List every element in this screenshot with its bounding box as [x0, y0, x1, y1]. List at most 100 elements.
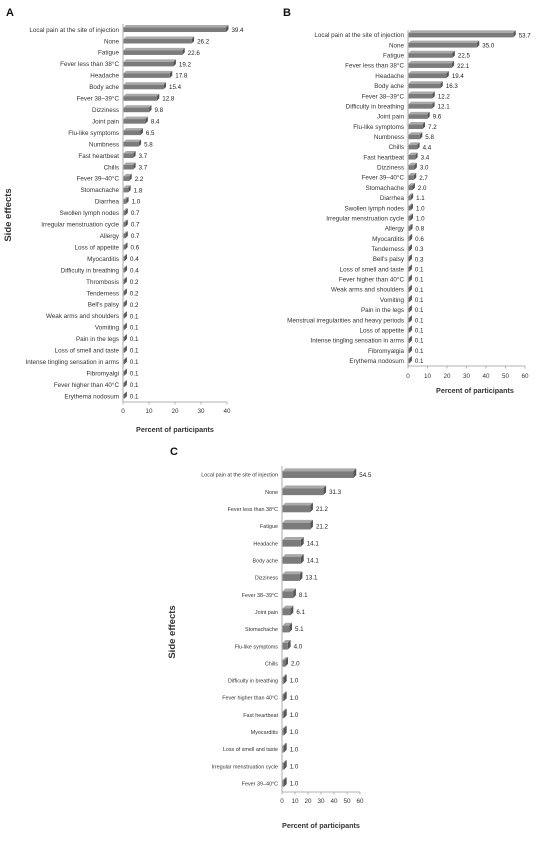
panel-c-value-label: 31.3	[329, 489, 342, 496]
panel-b-category-label: Dizziness	[377, 165, 404, 172]
panel-a-bar-dizziness-side	[149, 105, 152, 113]
panel-c-category-label: Fever 38–39°C	[242, 593, 278, 599]
panel-a-letter: A	[6, 7, 14, 19]
panel-a-bar-joint-pain-front	[123, 119, 146, 124]
panel-c-bar-dizziness-side	[299, 571, 303, 581]
panel-b-value-label: 0.1	[415, 297, 424, 304]
panel-a-x-tick-label: 10	[145, 408, 153, 415]
panel-a-x-tick-label: 40	[223, 408, 231, 415]
panel-b-bar-local-pain-at-the-site-of-injection-side	[513, 30, 516, 38]
panel-a-bar-myocarditis-front	[123, 256, 125, 262]
panel-a-category-label: Joint pain	[92, 118, 119, 125]
panel-a-bar-tenderness	[123, 288, 127, 296]
panel-a-bar-intense-tingling-sensation-in-arms-side	[124, 357, 127, 365]
panel-a-bar-fatigue-side	[182, 47, 185, 55]
panel-c-bar-chills-top	[282, 657, 288, 660]
panel-a-category-label: Myocarditis	[87, 256, 119, 263]
panel-a-bar-tenderness-top	[123, 288, 127, 291]
panel-a-bar-pain-in-the-legs-side	[124, 334, 127, 342]
panel-b-bar-pain-in-the-legs-front	[408, 307, 410, 313]
panel-a-bar-thrombosis-top	[123, 277, 127, 280]
panel-b-bar-dizziness-side	[414, 162, 417, 170]
panel-a-value-label: 0.4	[130, 256, 139, 263]
panel-c-category-label: Myocarditis	[251, 730, 279, 736]
panel-a-bar-flu-like-symptoms-front	[123, 130, 141, 136]
panel-b-category-label: Vomiting	[380, 297, 405, 304]
panel-c-value-label: 1.0	[290, 763, 299, 770]
panel-a-category-label: Fever 39–40°C	[77, 175, 120, 183]
panel-a-bar-bell-s-palsy	[123, 299, 127, 307]
panel-a-bar-fever-38-39-c	[123, 93, 160, 101]
panel-b-bar-diarrhea-side	[410, 193, 414, 201]
panel-b-bar-stomachache	[408, 183, 415, 191]
panel-b-bar-numbness-top	[408, 132, 423, 135]
panel-a-category-label: Fibromyalgi	[86, 370, 119, 377]
panel-b-bar-menstrual-irregularities-and-heavy-periods-front	[408, 317, 410, 323]
panel-c-x-tick-label: 40	[330, 798, 338, 805]
panel-b-value-label: 1.0	[416, 205, 425, 212]
panel-c-bar-flu-like-symptoms	[282, 639, 291, 650]
panel-c-bar-myocarditis-side	[283, 725, 287, 736]
panel-c-bar-local-pain-at-the-site-of-injection-front	[282, 471, 354, 478]
panel-a-bar-loss-of-appetite-side	[125, 242, 128, 250]
panel-b-bar-body-ache	[408, 81, 443, 89]
panel-a-bar-bell-s-palsy-side	[124, 299, 127, 307]
panel-c-bar-headache-top	[282, 537, 304, 540]
panel-b-bar-bell-s-palsy-front	[408, 256, 410, 262]
panel-a-bar-swollen-lymph-nodes	[123, 208, 128, 216]
panel-b-bar-body-ache-side	[440, 81, 443, 89]
panel-a-bar-allergy	[123, 231, 128, 239]
panel-c-bar-fever-38-39-c	[282, 588, 296, 599]
panel-b-value-label: 0.3	[415, 256, 424, 263]
panel-a-value-label: 3.7	[139, 164, 148, 171]
panel-c-x-tick-label: 50	[343, 798, 351, 805]
panel-a-bar-stomachache-top	[123, 185, 131, 188]
panel-c-category-label: Body ache	[253, 558, 278, 564]
panel-c-bar-headache-front	[282, 539, 301, 547]
panel-c-bar-flu-like-symptoms-side	[287, 639, 291, 650]
panel-c-bar-body-ache-side	[300, 554, 304, 564]
panel-a-bar-chills-side	[133, 162, 136, 170]
panel-b-bar-intense-tingling-sensation-in-arms-side	[409, 335, 412, 343]
panel-b-category-label: Fibromyalgia	[368, 348, 405, 355]
panel-a-value-label: 0.7	[131, 210, 140, 217]
panel-c-category-label: Irregular menstruation cycle	[211, 764, 278, 770]
panel-c-value-label: 1.0	[290, 678, 299, 685]
panel-b-letter: B	[283, 7, 291, 19]
panel-b-bar-fatigue-top	[408, 50, 455, 54]
panel-b-bar-stomachache-side	[412, 183, 415, 191]
panel-b-bar-fever-higher-than-40-c-top	[408, 274, 412, 278]
panel-a-bar-allergy-side	[125, 231, 128, 239]
panel-a-category-label: Thrombosis	[86, 279, 119, 286]
panel-b-value-label: 3.4	[421, 154, 430, 161]
panel-a-bar-fever-38-39-c-front	[123, 96, 157, 101]
panel-b-bar-dizziness-top	[408, 162, 417, 166]
panel-a-category-label: Local pain at the site of injection	[29, 27, 119, 34]
panel-a-bar-loss-of-appetite-front	[123, 245, 126, 250]
panel-a-category-label: Body ache	[89, 84, 119, 91]
panel-b-bar-menstrual-irregularities-and-heavy-periods-top	[408, 315, 412, 318]
panel-b-bar-stomachache-top	[408, 183, 415, 186]
panel-a-value-label: 0.2	[130, 279, 139, 286]
panel-a-value-label: 0.1	[130, 359, 139, 366]
panel-c-bar-joint-pain-side	[290, 605, 294, 616]
panel-a-category-label: Fever higher than 40°C	[54, 381, 120, 389]
panel-c-category-label: Fatigue	[260, 524, 278, 530]
panel-a-bar-myocarditis-side	[124, 254, 128, 262]
panel-a-category-label: Numbness	[89, 141, 119, 148]
panel-a-bar-joint-pain-side	[145, 116, 148, 124]
panel-a-value-label: 19.2	[179, 61, 192, 68]
panel-a-bar-myocarditis-top	[123, 254, 128, 257]
panel-b-bar-headache	[408, 71, 449, 79]
panel-b-bar-none	[408, 40, 480, 48]
panel-a-value-label: 1.0	[132, 199, 141, 206]
panel-a-bar-irregular-menstruation-cycle-front	[123, 222, 126, 227]
panel-a-bar-dizziness-top	[123, 105, 152, 108]
panel-a-category-label: Swollen lymph nodes	[59, 210, 119, 217]
panel-b-bar-weak-arms-and-shoulders-front	[408, 287, 410, 292]
panel-b-bar-diarrhea-top	[408, 193, 414, 196]
panel-c-bar-difficulty-in-breathing-top	[282, 674, 287, 678]
panel-b-value-label: 0.3	[415, 246, 424, 253]
panel-b-bar-fever-39-40-c-side	[413, 172, 417, 180]
panel-b-bar-body-ache-top	[408, 81, 443, 84]
